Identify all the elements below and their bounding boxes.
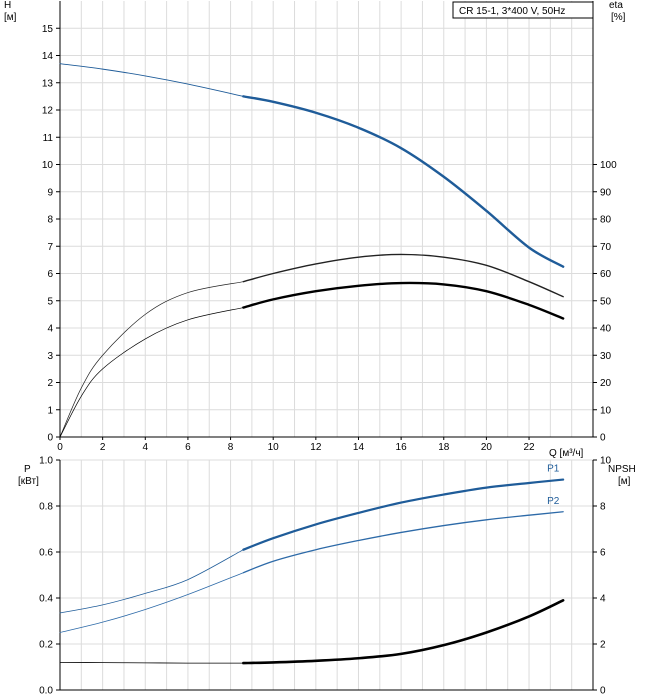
top-series-head-line-pre: [59, 63, 244, 97]
top-right-tick-label: 80: [600, 215, 612, 226]
top-x-tick-label: 12: [310, 442, 322, 453]
top-x-tick-label: 14: [353, 442, 365, 453]
bottom-left-axis-label: P: [24, 464, 31, 475]
bottom-right-tick-label: 2: [600, 640, 606, 651]
top-right-tick-label: 20: [600, 378, 612, 389]
top-left-tick-label: 4: [47, 324, 53, 335]
top-x-tick-label: 8: [228, 442, 234, 453]
top-x-tick-label: 10: [268, 442, 280, 453]
top-right-tick-label: 10: [600, 405, 612, 416]
bottom-right-tick-label: 4: [600, 594, 606, 605]
top-x-tick-label: 4: [142, 442, 148, 453]
bottom-left-tick-label: 0.2: [39, 640, 53, 651]
power-npsh-chart: 0.0 0.2 0.4 0.6 0.8 1.0 0 2 4 6 8 10 P1 P2: [39, 456, 611, 697]
top-x-tick-label: 20: [481, 442, 493, 453]
top-x-tick-label: 22: [523, 442, 535, 453]
bottom-left-axis-unit: [кВт]: [18, 476, 39, 487]
bottom-series-label-p2: P2: [547, 496, 560, 507]
top-x-tick-label: 0: [57, 442, 63, 453]
top-left-tick-label: 7: [47, 242, 53, 253]
bottom-series-npsh-line: [242, 599, 565, 665]
top-left-tick-label: 8: [47, 215, 53, 226]
bottom-left-tick-label: 0.6: [39, 548, 53, 559]
bottom-series-p2-line: [242, 511, 564, 574]
bottom-right-axis-unit: [м]: [618, 476, 631, 487]
top-left-tick-label: 14: [42, 51, 54, 62]
bottom-series-p2-line-pre: [59, 572, 244, 633]
top-series-eta-thin-line: [242, 253, 564, 298]
top-right-tick-label: 100: [600, 160, 617, 171]
top-right-tick-label: 0: [600, 433, 606, 444]
top-left-tick-label: 5: [47, 296, 53, 307]
top-right-tick-label: 40: [600, 324, 612, 335]
top-left-tick-label: 9: [47, 187, 53, 198]
bottom-left-tick-label: 0.8: [39, 502, 53, 513]
top-right-axis-label: eta: [609, 0, 623, 11]
top-left-tick-label: 10: [42, 160, 54, 171]
top-x-tick-label: 18: [438, 442, 450, 453]
bottom-right-tick-label: 10: [600, 456, 612, 467]
top-x-tick-label: 2: [100, 442, 106, 453]
top-right-tick-label: 70: [600, 242, 612, 253]
head-efficiency-chart: 0123456789101112131415010203040506070809…: [42, 1, 617, 453]
top-right-axis-unit: [%]: [611, 12, 626, 23]
top-left-tick-label: 11: [43, 133, 54, 144]
bottom-left-tick-label: 1.0: [39, 456, 53, 467]
legend-box: CR 15-1, 3*400 V, 50Hz: [452, 1, 594, 19]
legend-box-text: CR 15-1, 3*400 V, 50Hz: [459, 6, 565, 17]
top-x-tick-label: 16: [396, 442, 408, 453]
top-left-tick-label: 1: [47, 405, 53, 416]
bottom-right-axis-label: NPSH: [608, 464, 636, 475]
bottom-right-tick-label: 6: [600, 548, 606, 559]
top-series-eta-thin-line-pre: [59, 281, 244, 438]
x-axis-label: Q [м³/ч]: [549, 448, 584, 459]
top-left-axis-unit: [м]: [4, 12, 17, 23]
bottom-series-p1-line: [242, 478, 565, 551]
top-right-tick-label: 30: [600, 351, 612, 362]
top-x-tick-label: 6: [185, 442, 191, 453]
bottom-left-tick-label: 0.4: [39, 594, 53, 605]
top-left-axis-label: H: [4, 0, 11, 11]
bottom-series-npsh-line-pre: [59, 662, 244, 664]
top-series-eta-thick-line: [242, 281, 565, 320]
bottom-series-p1-line-pre: [59, 549, 244, 614]
top-right-tick-label: 90: [600, 187, 612, 198]
top-left-tick-label: 15: [42, 24, 54, 35]
top-left-tick-label: 0: [47, 433, 53, 444]
top-left-tick-label: 13: [42, 78, 54, 89]
top-series-head-line: [242, 95, 565, 268]
top-series-eta-thick-line-pre: [59, 307, 244, 438]
bottom-right-tick-label: 8: [600, 502, 606, 513]
bottom-right-tick-label: 0: [600, 686, 606, 697]
top-right-tick-label: 60: [600, 269, 612, 280]
top-left-tick-label: 12: [42, 106, 54, 117]
top-right-tick-label: 50: [600, 296, 612, 307]
top-left-tick-label: 3: [47, 351, 53, 362]
top-left-tick-label: 2: [47, 378, 53, 389]
bottom-left-tick-label: 0.0: [39, 686, 53, 697]
bottom-series-label-p1: P1: [547, 464, 560, 475]
top-left-tick-label: 6: [47, 269, 53, 280]
